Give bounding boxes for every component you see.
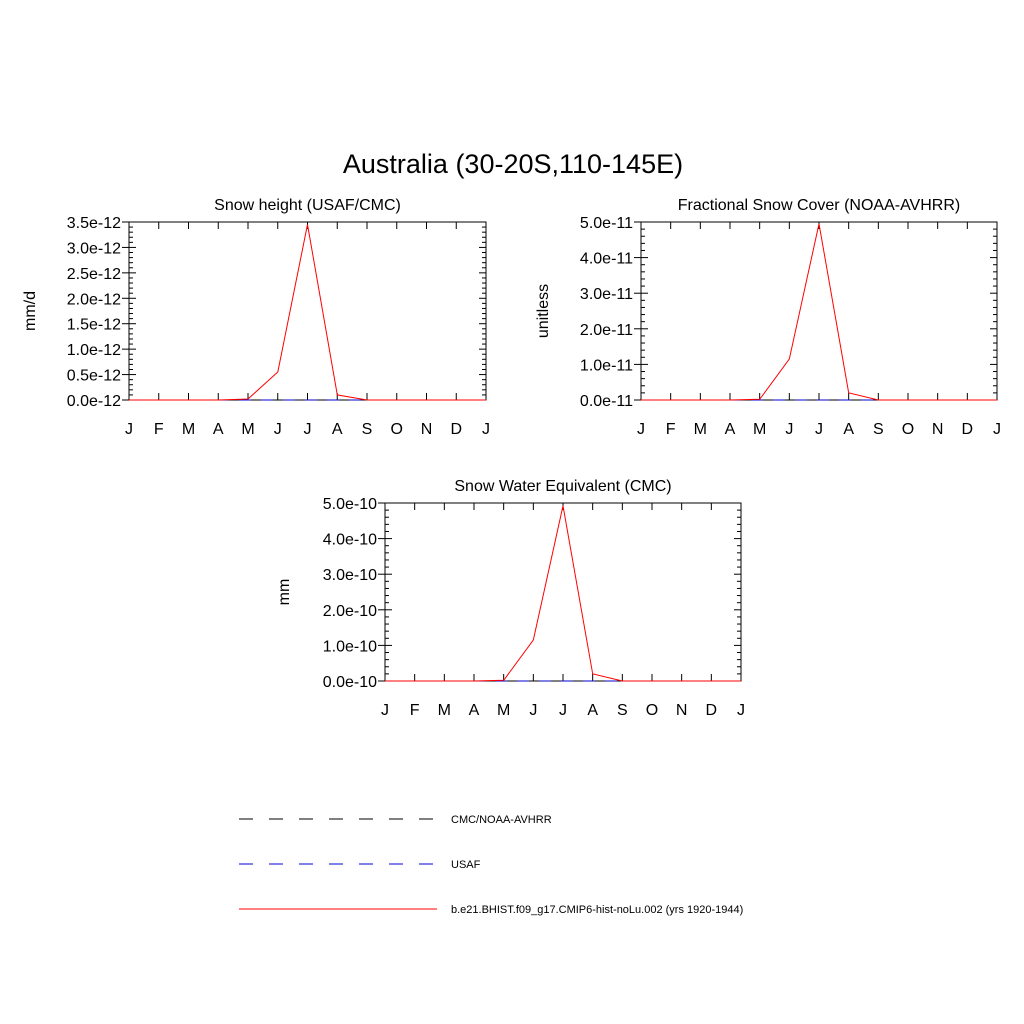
x-tick-label: J — [737, 702, 745, 719]
legend-label: USAF — [451, 859, 481, 871]
x-tick-label: S — [873, 421, 884, 438]
plot-frame — [128, 221, 487, 401]
x-tick-label: A — [725, 421, 736, 438]
panel-title: Snow height (USAF/CMC) — [214, 197, 401, 214]
panel-1: Snow height (USAF/CMC)J F M A M J J A S O N D J0.0e-… — [22, 197, 490, 438]
y-tick-label: 2.0e-10 — [323, 603, 377, 620]
y-axis-label: unitless — [535, 284, 552, 338]
x-tick-label: A — [213, 421, 224, 438]
x-tick-label: J — [482, 421, 490, 438]
x-tick-label: J — [559, 702, 567, 719]
x-tick-label: D — [962, 421, 974, 438]
y-axis-label: mm — [276, 579, 293, 606]
x-tick-label: J — [637, 421, 645, 438]
x-tick-label: M — [182, 421, 195, 438]
series-line-3 — [385, 505, 741, 682]
y-tick-label: 0.0e-10 — [323, 674, 377, 691]
y-tick-label: 1.5e-12 — [67, 317, 121, 334]
x-tick-label: A — [332, 421, 343, 438]
legend-item: CMC/NOAA-AVHRR — [239, 814, 552, 826]
panel-2: Fractional Snow Cover (NOAA-AVHRR)J F M A M J… — [535, 197, 1001, 438]
x-tick-label: A — [469, 702, 480, 719]
y-tick-label: 3.5e-12 — [67, 215, 121, 232]
panel-title: Fractional Snow Cover (NOAA-AVHRR) — [678, 197, 960, 214]
x-tick-label: N — [421, 421, 433, 438]
x-tick-label: F — [154, 421, 164, 438]
x-tick-label: J — [529, 702, 537, 719]
x-tick-label: J — [381, 702, 389, 719]
y-tick-label: 1.0e-10 — [323, 638, 377, 655]
legend-label: b.e21.BHIST.f09_g17.CMIP6-hist-noLu.002 … — [451, 904, 743, 916]
x-tick-label: J — [785, 421, 793, 438]
x-tick-label: A — [587, 702, 598, 719]
x-tick-label: J — [274, 421, 282, 438]
y-tick-label: 4.0e-10 — [323, 532, 377, 549]
x-tick-label: F — [666, 421, 676, 438]
y-axis-label: mm/d — [22, 291, 39, 331]
x-tick-label: J — [993, 421, 1001, 438]
y-tick-label: 2.5e-12 — [67, 266, 121, 283]
figure-title: Australia (30-20S,110-145E) — [343, 149, 683, 179]
x-tick-label: M — [694, 421, 707, 438]
x-tick-label: M — [438, 702, 451, 719]
panel-title: Snow Water Equivalent (CMC) — [454, 478, 671, 495]
x-tick-label: M — [241, 421, 254, 438]
legend-label: CMC/NOAA-AVHRR — [451, 814, 552, 826]
x-tick-label: A — [843, 421, 854, 438]
x-tick-label: N — [676, 702, 688, 719]
series-line-3 — [129, 224, 486, 401]
x-tick-label: S — [362, 421, 373, 438]
x-tick-label: M — [497, 702, 510, 719]
panel-3: Snow Water Equivalent (CMC)J F M A M J J A S O N D J… — [276, 478, 745, 719]
y-tick-label: 2.0e-12 — [67, 291, 121, 308]
x-tick-label: O — [646, 702, 658, 719]
y-tick-label: 4.0e-11 — [580, 251, 633, 268]
y-tick-label: 0.0e-11 — [580, 393, 633, 410]
x-tick-label: J — [125, 421, 133, 438]
legend-item: b.e21.BHIST.f09_g17.CMIP6-hist-noLu.002 … — [239, 904, 743, 916]
series-line-3 — [641, 223, 997, 401]
plot-frame — [384, 502, 742, 682]
y-tick-label: 0.0e-12 — [67, 393, 121, 410]
y-tick-label: 1.0e-11 — [580, 357, 633, 374]
x-tick-label: M — [753, 421, 766, 438]
y-tick-label: 3.0e-11 — [580, 286, 633, 303]
panels: Snow height (USAF/CMC)J F M A M J J A S O N D J0.0e-… — [22, 197, 1001, 719]
x-tick-label: O — [902, 421, 914, 438]
y-tick-label: 2.0e-11 — [580, 322, 633, 339]
x-tick-label: J — [304, 421, 312, 438]
x-tick-label: D — [450, 421, 462, 438]
y-tick-label: 3.0e-10 — [323, 567, 377, 584]
legend-item: USAF — [239, 859, 481, 871]
plot-frame — [640, 221, 998, 401]
x-tick-label: J — [815, 421, 823, 438]
x-tick-label: S — [617, 702, 628, 719]
y-tick-label: 0.5e-12 — [67, 368, 121, 385]
legend: CMC/NOAA-AVHRR USAF b.e21.BHIST.f09_g17.CM… — [239, 814, 743, 916]
y-tick-label: 3.0e-12 — [67, 240, 121, 257]
x-tick-label: F — [410, 702, 420, 719]
y-tick-label: 5.0e-11 — [580, 215, 633, 232]
x-tick-label: O — [391, 421, 403, 438]
y-tick-label: 1.0e-12 — [67, 342, 121, 359]
x-tick-label: N — [932, 421, 944, 438]
y-tick-label: 5.0e-10 — [323, 496, 377, 513]
x-tick-label: D — [706, 702, 718, 719]
